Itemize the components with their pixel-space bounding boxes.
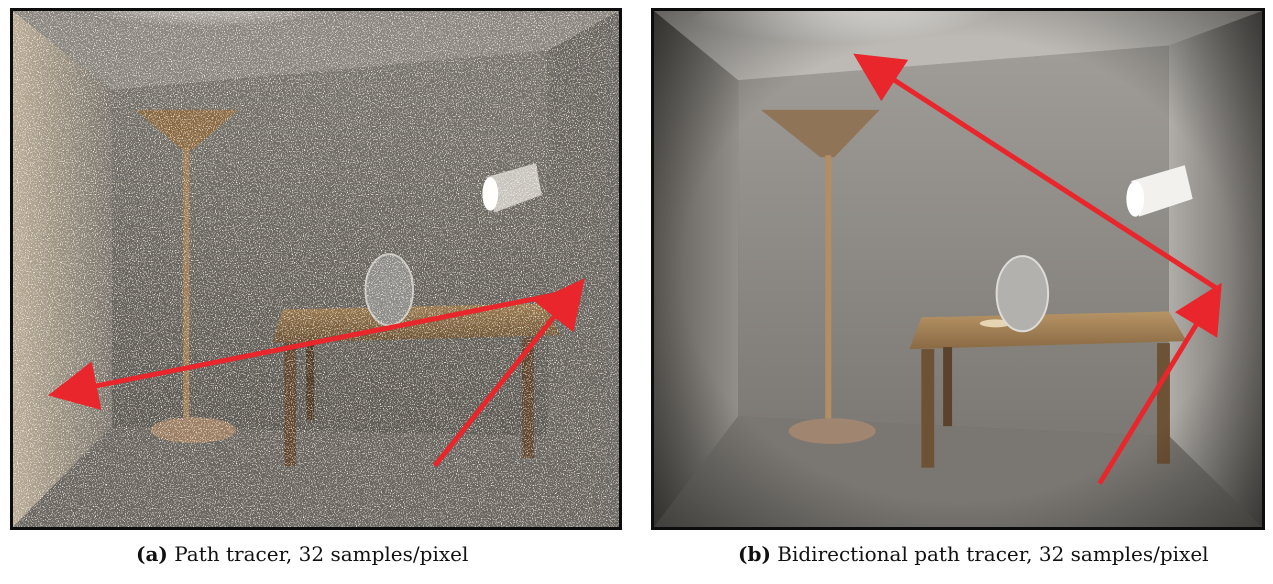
caption-a-text: Path tracer, 32 samples/pixel [174,542,469,566]
caption-a: (a) Path tracer, 32 samples/pixel [136,542,468,566]
caption-b-text: Bidirectional path tracer, 32 samples/pi… [777,542,1209,566]
caption-b-label: (b) [738,542,771,566]
arrow-to-left-wall [48,288,576,411]
caption-a-label: (a) [136,542,168,566]
arrow-up-right [1097,282,1222,485]
render-b [654,11,1262,527]
arrow-up-right [432,278,585,468]
caption-b: (b) Bidirectional path tracer, 32 sample… [738,542,1209,566]
panel-a-path-tracer [10,8,622,530]
render-a [13,11,619,527]
panel-b-bidirectional [651,8,1265,530]
arrow-to-ceiling-light [853,53,1222,293]
sampling-noise [13,11,619,527]
vignette [654,11,1262,527]
